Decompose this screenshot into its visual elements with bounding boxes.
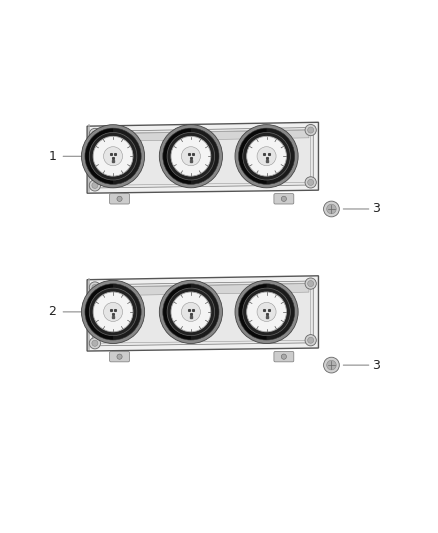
Circle shape: [171, 292, 211, 332]
Circle shape: [181, 302, 201, 321]
Circle shape: [305, 278, 316, 289]
Wedge shape: [163, 285, 191, 340]
Circle shape: [307, 180, 314, 185]
Circle shape: [243, 132, 290, 180]
Circle shape: [117, 354, 122, 359]
Circle shape: [89, 180, 100, 191]
FancyBboxPatch shape: [110, 193, 130, 204]
Wedge shape: [239, 128, 267, 184]
Polygon shape: [87, 122, 318, 193]
Circle shape: [307, 337, 314, 343]
Polygon shape: [97, 283, 309, 296]
Circle shape: [257, 302, 276, 321]
Text: 3: 3: [372, 203, 380, 215]
Circle shape: [89, 128, 100, 140]
Circle shape: [92, 285, 98, 290]
Circle shape: [81, 125, 145, 188]
Circle shape: [235, 280, 298, 343]
Circle shape: [247, 292, 286, 332]
Circle shape: [281, 354, 286, 359]
Circle shape: [327, 204, 336, 214]
Polygon shape: [87, 276, 318, 351]
Circle shape: [81, 280, 145, 343]
Text: 3: 3: [372, 359, 380, 372]
FancyBboxPatch shape: [274, 351, 294, 362]
Circle shape: [305, 177, 316, 188]
Circle shape: [93, 136, 133, 176]
Circle shape: [257, 147, 276, 166]
Wedge shape: [85, 285, 113, 340]
Circle shape: [163, 128, 219, 184]
Circle shape: [235, 125, 298, 188]
Circle shape: [281, 196, 286, 201]
Circle shape: [327, 360, 336, 370]
Circle shape: [89, 132, 137, 180]
Wedge shape: [85, 128, 113, 184]
Circle shape: [103, 302, 123, 321]
Circle shape: [305, 335, 316, 346]
Polygon shape: [97, 130, 309, 142]
Circle shape: [89, 337, 100, 349]
Circle shape: [167, 288, 215, 336]
Wedge shape: [239, 285, 267, 340]
Circle shape: [324, 357, 339, 373]
Circle shape: [117, 196, 122, 201]
Circle shape: [181, 147, 201, 166]
Circle shape: [89, 282, 100, 293]
Text: 1: 1: [49, 150, 57, 163]
Circle shape: [163, 284, 219, 340]
Circle shape: [171, 136, 211, 176]
Circle shape: [307, 280, 314, 287]
Circle shape: [85, 284, 141, 340]
Circle shape: [159, 280, 223, 343]
Circle shape: [243, 288, 290, 336]
Wedge shape: [163, 128, 191, 184]
Circle shape: [92, 131, 98, 137]
Circle shape: [92, 340, 98, 346]
Circle shape: [85, 128, 141, 184]
Circle shape: [92, 182, 98, 189]
Circle shape: [93, 292, 133, 332]
Circle shape: [159, 125, 223, 188]
Circle shape: [89, 288, 137, 336]
Polygon shape: [92, 281, 313, 346]
Circle shape: [324, 201, 339, 217]
Circle shape: [305, 124, 316, 136]
Circle shape: [238, 284, 295, 340]
Circle shape: [307, 127, 314, 133]
Text: 2: 2: [49, 305, 57, 318]
Circle shape: [247, 136, 286, 176]
Circle shape: [167, 132, 215, 180]
FancyBboxPatch shape: [110, 351, 130, 362]
Circle shape: [238, 128, 295, 184]
Polygon shape: [92, 127, 313, 188]
FancyBboxPatch shape: [274, 193, 294, 204]
Circle shape: [103, 147, 123, 166]
